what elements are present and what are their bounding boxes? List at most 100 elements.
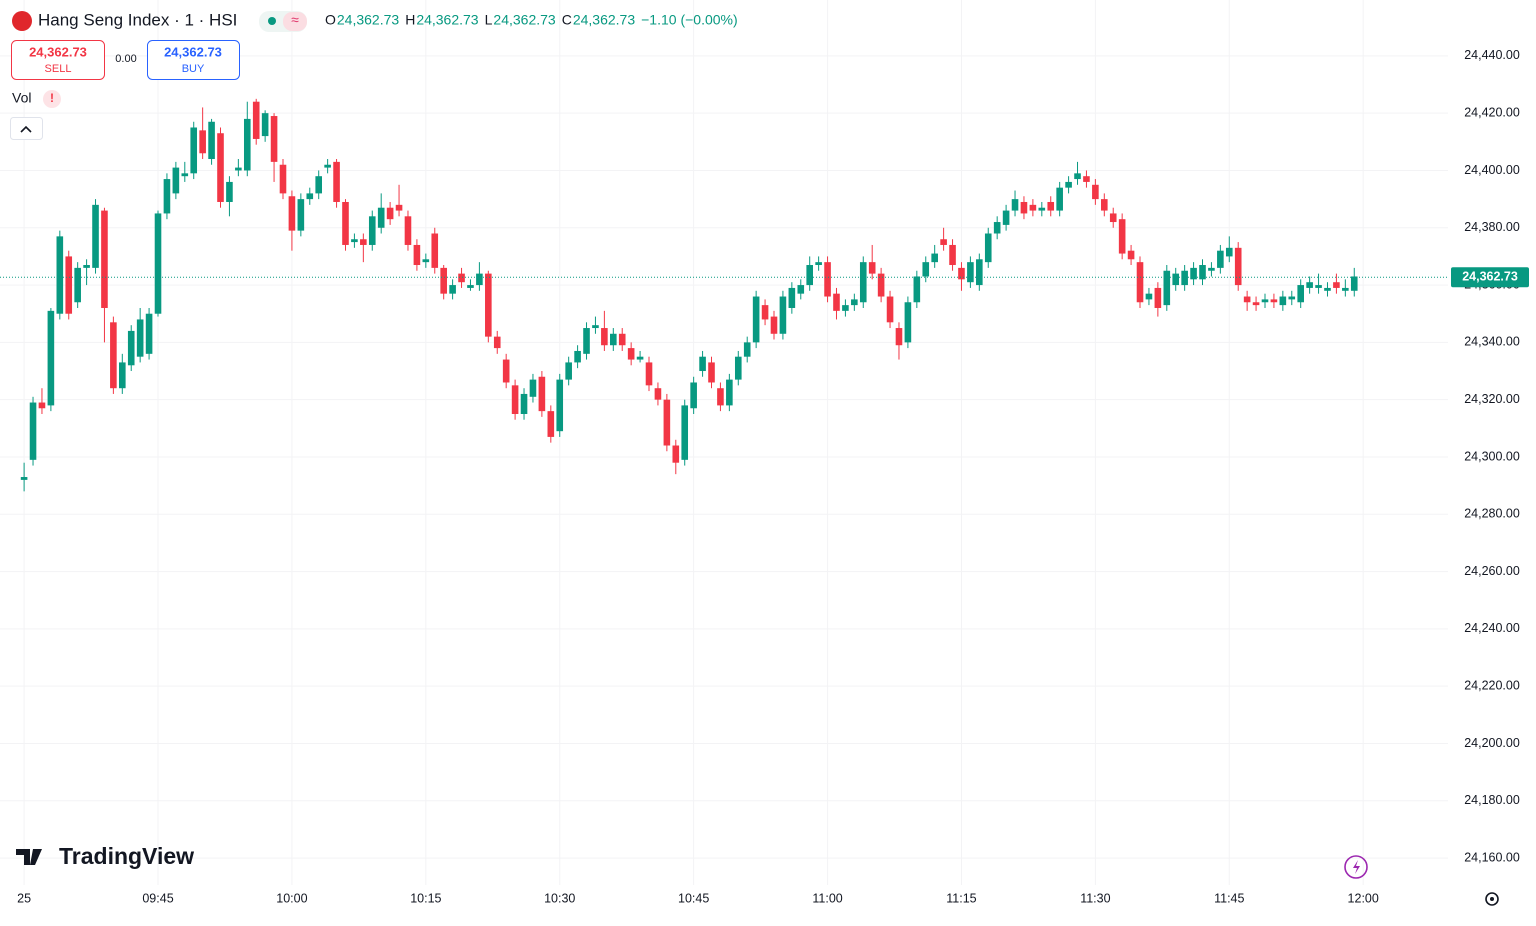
- candle-body: [940, 239, 947, 245]
- candle-body: [458, 273, 465, 283]
- candle-body: [717, 388, 724, 406]
- candle-body: [1217, 250, 1224, 268]
- candle-body: [967, 262, 974, 283]
- legend-key: L: [485, 12, 493, 28]
- candle-body: [1181, 270, 1188, 286]
- candle-body: [261, 113, 269, 137]
- candle-body: [306, 193, 314, 200]
- candle-body: [252, 101, 260, 139]
- y-tick-label: 24,340.00: [1464, 335, 1520, 349]
- y-tick-label: 24,280.00: [1464, 507, 1520, 521]
- legend-key: C: [562, 12, 572, 28]
- candle-body: [779, 296, 787, 334]
- candle-body: [931, 253, 938, 263]
- candle-body: [127, 330, 135, 366]
- candle-body: [119, 362, 126, 389]
- candle-body: [913, 276, 921, 303]
- candle-body: [1065, 181, 1072, 188]
- candle-body: [20, 477, 28, 480]
- market-open-dot: [268, 17, 276, 25]
- candle-body: [145, 313, 153, 354]
- candle-body: [1225, 247, 1233, 257]
- settings-button[interactable]: [1485, 892, 1499, 906]
- candle-body: [708, 362, 715, 383]
- candle-body: [154, 213, 162, 314]
- lightning-button[interactable]: [1344, 855, 1368, 879]
- y-tick-label: 24,420.00: [1464, 105, 1520, 119]
- x-tick-label: 10:30: [544, 891, 575, 905]
- candle-body: [851, 299, 858, 306]
- candle-body: [583, 328, 590, 354]
- candle-body: [315, 176, 323, 194]
- sell-button[interactable]: [11, 40, 105, 80]
- candle-body: [574, 350, 581, 363]
- collapse-icon: [20, 125, 32, 133]
- y-tick-label: 24,160.00: [1464, 850, 1520, 864]
- candle-body: [413, 244, 421, 266]
- candle-body: [377, 207, 385, 228]
- candle-body: [467, 285, 474, 288]
- candle-body: [485, 273, 492, 337]
- candle-body: [29, 402, 37, 460]
- candle-body: [1092, 184, 1099, 200]
- candle-body: [110, 322, 117, 389]
- candle-body: [1074, 173, 1081, 180]
- candle-body: [1252, 302, 1260, 306]
- candles: [20, 98, 1358, 492]
- candle-body: [502, 359, 510, 383]
- x-tick-label: 11:30: [1080, 891, 1110, 905]
- candle-body: [368, 216, 376, 245]
- settings-dot: [1490, 897, 1494, 901]
- candle-body: [226, 181, 233, 202]
- candle-body: [993, 222, 1001, 234]
- candle-body: [1324, 287, 1331, 291]
- y-tick-label: 24,320.00: [1464, 392, 1520, 406]
- candle-body: [56, 236, 64, 314]
- legend-value: 24,362.73: [416, 12, 478, 28]
- candle-body: [984, 233, 992, 263]
- last-price-label: 24,362.73: [1462, 270, 1518, 284]
- candle-body: [895, 328, 903, 346]
- candle-body: [431, 233, 439, 268]
- candle-body: [1342, 287, 1349, 291]
- candle-body: [404, 216, 412, 245]
- buy-button[interactable]: [147, 40, 240, 80]
- indicator-name[interactable]: Vol: [12, 90, 31, 106]
- warning-icon[interactable]: [43, 90, 61, 108]
- candle-body: [547, 411, 555, 437]
- candle-body: [529, 379, 537, 397]
- symbol-icon: [12, 11, 32, 31]
- candle-body: [190, 127, 198, 174]
- y-tick-label: 24,400.00: [1464, 163, 1520, 177]
- y-tick-label: 24,440.00: [1464, 48, 1520, 62]
- spread: 0.00: [115, 53, 136, 65]
- candle-body: [1261, 299, 1269, 303]
- candle-body: [1315, 285, 1322, 288]
- candle-body: [976, 259, 983, 286]
- legend-key: H: [405, 12, 415, 28]
- sell-price: 24,362.73: [29, 44, 87, 59]
- warning-text: !: [50, 91, 54, 105]
- candle-body: [824, 262, 831, 297]
- symbol-title[interactable]: Hang Seng Index · 1 · HSI: [38, 10, 237, 29]
- candle-body: [65, 256, 73, 314]
- x-tick-label: 09:45: [142, 891, 173, 905]
- candle-body: [556, 379, 564, 432]
- legend-value: 24,362.73: [493, 12, 555, 28]
- lightning-icon: [1353, 860, 1360, 874]
- candle-body: [1038, 207, 1046, 211]
- x-tick-label: 25: [17, 891, 31, 905]
- candle-body: [859, 262, 867, 303]
- candle-body: [324, 164, 331, 168]
- axes: 24,160.00 24,180.00 24,200.00 24,220.00 24,2…: [0, 48, 1529, 905]
- legend-change: −1.10 (−0.00%): [641, 12, 738, 28]
- candle-body: [1047, 201, 1055, 211]
- candle-body: [1136, 262, 1144, 303]
- candle-body: [351, 239, 358, 243]
- candle-body: [136, 319, 144, 357]
- candle-body: [743, 342, 751, 357]
- candle-body: [627, 348, 635, 360]
- candle-body: [601, 328, 608, 346]
- x-tick-label: 11:45: [1214, 891, 1244, 905]
- candle-body: [476, 273, 483, 286]
